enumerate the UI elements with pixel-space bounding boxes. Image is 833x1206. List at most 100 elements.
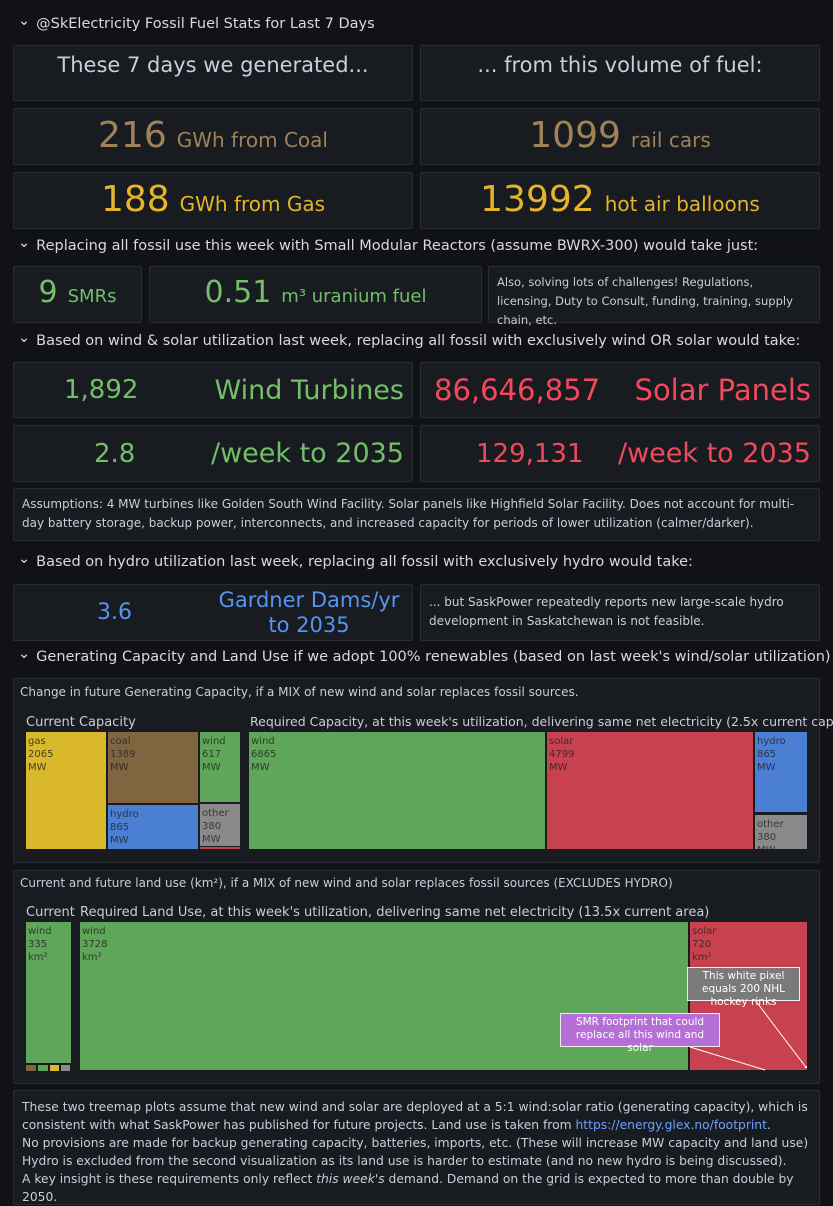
stat-unit: rail cars <box>630 128 711 152</box>
stat-value: 216 <box>98 115 167 156</box>
note: A key insight is these requirements only… <box>22 1170 811 1206</box>
section-header[interactable]: Based on wind & solar utilization last w… <box>18 333 800 349</box>
treemap-cell: other 380 MW <box>200 804 240 846</box>
stat-value: 1099 <box>529 115 621 156</box>
stat-panel: 1099 rail cars <box>420 108 820 165</box>
treemap-cell: gas 2065 MW <box>26 732 106 849</box>
arrow <box>689 1046 766 1071</box>
stat-row: 2.8/week to 2035 <box>14 426 412 481</box>
note: No provisions are made for backup genera… <box>22 1136 809 1150</box>
treemap-label: Current <box>26 905 75 920</box>
stat-unit: hot air balloons <box>604 192 760 216</box>
section-header[interactable]: Based on hydro utilization last week, re… <box>18 554 693 570</box>
cell-unit: MW <box>110 835 129 846</box>
stat-unit: SMRs <box>67 286 117 307</box>
section-header[interactable]: @SkElectricity Fossil Fuel Stats for Las… <box>18 16 375 32</box>
stat-value: 129,131 <box>476 438 584 469</box>
stat-panel: 2.8/week to 2035 <box>13 425 413 482</box>
cell-name: other <box>202 808 229 819</box>
text-panel: Also, solving lots of challenges! Regula… <box>488 266 820 327</box>
cell-value: 4799 <box>549 749 575 760</box>
stat-value: 9 <box>38 275 58 310</box>
cell-name: hydro <box>110 809 139 820</box>
link[interactable]: https://energy.glex.no/footprint <box>575 1118 767 1132</box>
note: Hydro is excluded from the second visual… <box>22 1154 787 1168</box>
note-emphasis: this week's <box>316 1172 385 1186</box>
treemap-cell: wind 335 km² <box>26 922 71 1063</box>
note-text: These two treemap plots assume that new … <box>22 1100 808 1132</box>
stat-row: 3.6 Gardner Dams/yr to 2035 <box>14 585 412 640</box>
cell-value: 380 <box>202 821 222 832</box>
cell-name: solar <box>692 926 717 937</box>
treemap-label: Required Land Use, at this week's utiliz… <box>80 905 710 920</box>
stat-unit: GWh from Coal <box>176 128 328 152</box>
cell-unit: MW <box>110 762 129 773</box>
section-header[interactable]: Generating Capacity and Land Use if we a… <box>18 649 830 665</box>
cell-name: wind <box>28 926 52 937</box>
stat-label: Gardner Dams/yr to 2035 <box>218 587 400 637</box>
stat-panel: 86,646,857 Solar Panels <box>420 362 820 418</box>
treemap-cell: hydro 865 MW <box>108 805 198 849</box>
stat-unit: m³ uranium fuel <box>281 286 427 307</box>
treemap-label: Required Capacity, at this week's utiliz… <box>250 714 833 729</box>
cell-value: 380 <box>757 832 777 843</box>
treemap-label: Current Capacity <box>26 715 136 730</box>
tiny-cell <box>38 1065 48 1071</box>
stat-value: 1,892 <box>64 375 139 405</box>
treemap-cell: wind 6865 MW <box>249 732 545 849</box>
stat-panel: 216 GWh from Coal <box>13 108 413 165</box>
stat-panel: 9 SMRs <box>13 266 142 323</box>
cell-value: 2065 <box>28 749 54 760</box>
panel-title: These 7 days we generated... <box>13 45 413 101</box>
treemap-cell: hydro 865 MW <box>755 732 807 812</box>
stat-unit: GWh from Gas <box>179 192 326 216</box>
cell-value: 1389 <box>110 749 136 760</box>
text-panel: ... but SaskPower repeatedly reports new… <box>420 584 820 641</box>
stat-value: 188 <box>100 179 170 220</box>
stat-label: /week to 2035 <box>210 438 404 469</box>
arrow <box>754 999 806 1067</box>
stat-panel: 0.51 m³ uranium fuel <box>149 266 482 323</box>
cell-value: 865 <box>110 822 130 833</box>
cell-unit: MW <box>757 762 776 773</box>
cell-unit: MW <box>28 762 47 773</box>
section-header[interactable]: Replacing all fossil use this week with … <box>18 238 758 254</box>
stat-panel: 3.6 Gardner Dams/yr to 2035 <box>13 584 413 641</box>
stat-panel: 13992 hot air balloons <box>420 172 820 229</box>
annotation: This white pixel equals 200 NHL hockey r… <box>687 967 800 1008</box>
cell-name: wind <box>202 736 226 747</box>
panel-title-text: These 7 days we generated... <box>57 53 369 77</box>
stat-label: Solar Panels <box>634 373 811 407</box>
cell-name: coal <box>110 736 131 747</box>
stat-value: 3.6 <box>97 600 132 625</box>
cell-unit: km² <box>28 952 48 963</box>
tiny-cell <box>61 1065 70 1071</box>
cell-name: other <box>757 819 784 830</box>
cell-unit: MW <box>202 834 221 845</box>
cell-value: 3728 <box>82 939 108 950</box>
cell-unit: MW <box>251 762 270 773</box>
cell-value: 617 <box>202 749 222 760</box>
tiny-cell <box>50 1065 59 1071</box>
stat-value: 0.51 <box>204 275 272 310</box>
cell-unit: MW <box>549 762 568 773</box>
treemap-cell: wind 617 MW <box>200 732 240 802</box>
note: These two treemap plots assume that new … <box>22 1098 811 1134</box>
cell-value: 865 <box>757 749 777 760</box>
cell-unit: MW <box>202 762 221 773</box>
cell-value: 720 <box>692 939 712 950</box>
white-pixel <box>805 1066 807 1068</box>
stat-label: Wind Turbines <box>214 374 404 406</box>
cell-unit: MW <box>757 844 805 849</box>
tiny-cell <box>200 847 240 849</box>
stat-panel: 129,131/week to 2035 <box>420 425 820 482</box>
stat-row: 86,646,857 Solar Panels <box>421 363 819 417</box>
cell-name: solar <box>549 736 574 747</box>
panel-title-text: ... from this volume of fuel: <box>477 53 763 77</box>
note-text: A key insight is these requirements only… <box>22 1172 317 1186</box>
stat-value: 2.8 <box>94 438 136 469</box>
panel-title: Change in future Generating Capacity, if… <box>20 685 579 699</box>
stat-label: /week to 2035 <box>617 438 811 469</box>
